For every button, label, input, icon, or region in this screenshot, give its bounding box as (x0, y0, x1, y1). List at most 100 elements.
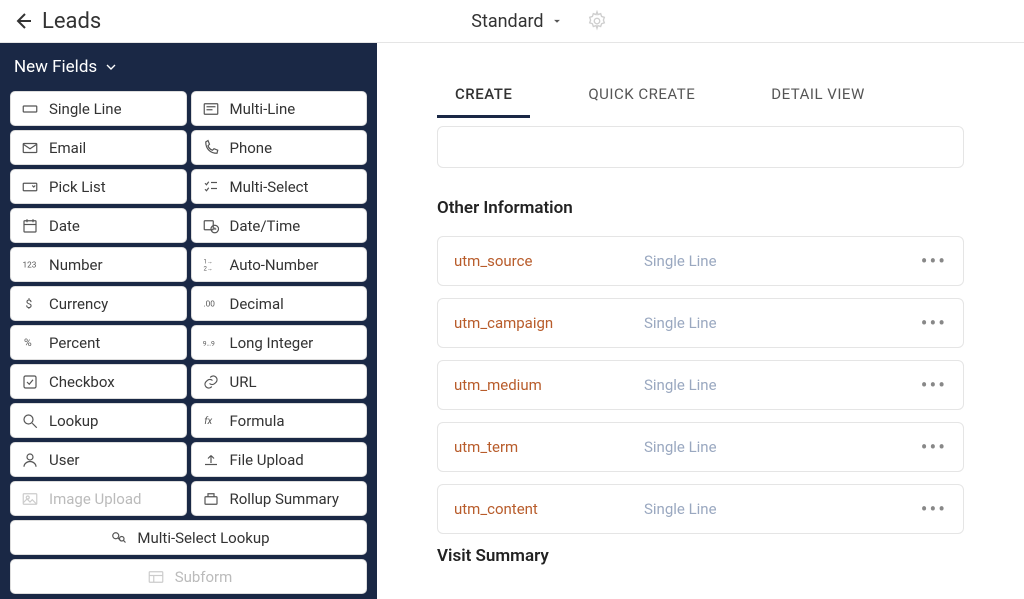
more-icon[interactable]: ••• (921, 249, 947, 273)
currency-icon: $ (19, 294, 41, 314)
field-row[interactable]: utm_mediumSingle Line••• (437, 360, 964, 410)
image-upload-icon (19, 489, 41, 509)
field-type-url[interactable]: URL (191, 364, 368, 399)
field-type-datetime[interactable]: Date/Time (191, 208, 368, 243)
multi-select-icon (200, 177, 222, 197)
field-name: utm_campaign (454, 314, 644, 332)
field-type-percent[interactable]: % Percent (10, 325, 187, 360)
number-icon: 123 (19, 255, 41, 275)
field-type-multi-line[interactable]: Multi-Line (191, 91, 368, 126)
field-type-label: Single Line (644, 376, 921, 394)
more-icon[interactable]: ••• (921, 435, 947, 459)
field-type-label: Image Upload (49, 490, 141, 508)
svg-text:1→: 1→ (203, 258, 212, 265)
field-type-lookup[interactable]: Lookup (10, 403, 187, 438)
field-type-label: Subform (175, 568, 233, 586)
subform-icon (145, 567, 167, 587)
single-line-icon (19, 99, 41, 119)
formula-icon: fx (200, 411, 222, 431)
gear-icon[interactable] (586, 10, 608, 32)
field-type-label: Date/Time (230, 217, 301, 235)
field-type-currency[interactable]: $ Currency (10, 286, 187, 321)
svg-text:123: 123 (23, 260, 37, 270)
percent-icon: % (19, 333, 41, 353)
svg-text:2→: 2→ (203, 265, 212, 272)
field-type-auto-number[interactable]: 1→2→ Auto-Number (191, 247, 368, 282)
url-icon (200, 372, 222, 392)
decimal-icon: .00 (200, 294, 222, 314)
field-type-picklist[interactable]: Pick List (10, 169, 187, 204)
date-icon (19, 216, 41, 236)
field-type-label: Formula (230, 412, 285, 430)
tab-quick-create[interactable]: QUICK CREATE (570, 73, 713, 118)
field-name: utm_content (454, 500, 644, 518)
field-type-user[interactable]: User (10, 442, 187, 477)
field-type-label: Lookup (49, 412, 98, 430)
field-type-label: Percent (49, 334, 100, 352)
rollup-icon (200, 489, 222, 509)
back-arrow-icon[interactable] (10, 9, 34, 33)
field-name: utm_medium (454, 376, 644, 394)
field-type-label: Long Integer (230, 334, 314, 352)
field-type-label: Currency (49, 295, 108, 313)
field-type-label: Email (49, 139, 86, 157)
field-type-label: Single Line (644, 252, 921, 270)
lookup-icon (19, 411, 41, 431)
svg-text:fx: fx (204, 416, 212, 427)
field-row[interactable]: utm_contentSingle Line••• (437, 484, 964, 534)
sections-container: Other Information utm_sourceSingle Line••… (377, 198, 1024, 566)
field-type-label: Pick List (49, 178, 106, 196)
multi-line-icon (200, 99, 222, 119)
phone-icon (200, 138, 222, 158)
field-row[interactable]: utm_sourceSingle Line••• (437, 236, 964, 286)
field-type-email[interactable]: Email (10, 130, 187, 165)
more-icon[interactable]: ••• (921, 311, 947, 335)
field-type-checkbox[interactable]: Checkbox (10, 364, 187, 399)
empty-card (437, 126, 964, 168)
field-type-formula[interactable]: fx Formula (191, 403, 368, 438)
field-type-label: Single Line (644, 314, 921, 332)
layout-selector[interactable]: Standard (471, 11, 563, 32)
field-type-file-upload[interactable]: File Upload (191, 442, 368, 477)
more-icon[interactable]: ••• (921, 497, 947, 521)
file-upload-icon (200, 450, 222, 470)
tab-create[interactable]: CREATE (437, 73, 530, 118)
field-type-rollup[interactable]: Rollup Summary (191, 481, 368, 516)
picklist-icon (19, 177, 41, 197)
field-type-label: Multi-Select Lookup (137, 529, 269, 547)
field-type-number[interactable]: 123 Number (10, 247, 187, 282)
field-type-grid: Single LineMulti-Line Email Phone Pick List… (10, 91, 367, 594)
tab-detail-view[interactable]: DETAIL VIEW (753, 73, 883, 118)
svg-text:9…9: 9…9 (202, 339, 214, 347)
field-type-multi-select[interactable]: Multi-Select (191, 169, 368, 204)
section-title: Other Information (437, 198, 964, 218)
field-type-decimal[interactable]: .00Decimal (191, 286, 368, 321)
field-type-label: Number (49, 256, 103, 274)
user-icon (19, 450, 41, 470)
sidebar-header[interactable]: New Fields (10, 57, 367, 77)
tabs: CREATE QUICK CREATE DETAIL VIEW (417, 73, 1024, 118)
field-type-phone[interactable]: Phone (191, 130, 368, 165)
field-type-date[interactable]: Date (10, 208, 187, 243)
svg-text:%: % (24, 336, 32, 349)
field-type-subform: Subform (10, 559, 367, 594)
field-type-label: URL (230, 373, 257, 391)
field-row[interactable]: utm_termSingle Line••• (437, 422, 964, 472)
chevron-down-icon (550, 14, 564, 28)
field-type-ms-lookup[interactable]: Multi-Select Lookup (10, 520, 367, 555)
more-icon[interactable]: ••• (921, 373, 947, 397)
email-icon (19, 138, 41, 158)
checkbox-icon (19, 372, 41, 392)
field-row[interactable]: utm_campaignSingle Line••• (437, 298, 964, 348)
content-pane: CREATE QUICK CREATE DETAIL VIEW Other Info… (377, 43, 1024, 599)
field-type-image-upload: Image Upload (10, 481, 187, 516)
field-type-label: Auto-Number (230, 256, 319, 274)
field-type-single-line[interactable]: Single Line (10, 91, 187, 126)
field-type-label: Checkbox (49, 373, 115, 391)
field-type-long-int[interactable]: 9…9 Long Integer (191, 325, 368, 360)
svg-text:.00: .00 (203, 299, 215, 309)
page-title: Leads (42, 9, 101, 34)
ms-lookup-icon (107, 528, 129, 548)
field-type-label: File Upload (230, 451, 304, 469)
field-name: utm_term (454, 438, 644, 456)
